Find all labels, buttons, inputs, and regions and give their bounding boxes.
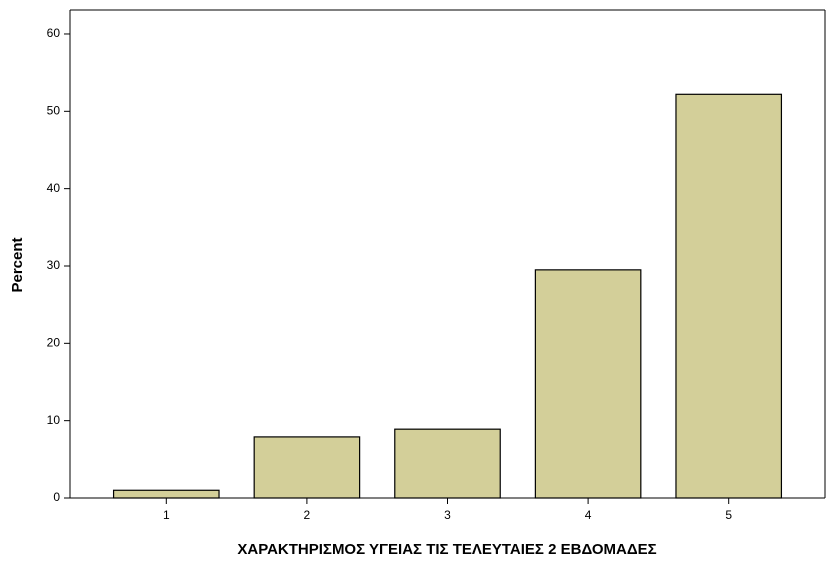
y-tick-label: 20	[47, 335, 61, 349]
y-tick-label: 60	[47, 26, 61, 40]
bar	[253, 436, 361, 499]
y-tick-label: 0	[53, 490, 60, 504]
x-axis-title: ΧΑΡΑΚΤΗΡΙΣΜΟΣ ΥΓΕΙΑΣ ΤΙΣ ΤΕΛΕΥΤΑΙΕΣ 2 ΕΒ…	[237, 541, 656, 558]
bar	[394, 428, 501, 499]
bar	[112, 489, 220, 499]
y-tick-label: 50	[47, 103, 61, 117]
x-tick-label: 1	[163, 508, 170, 522]
y-axis-title: Percent	[9, 237, 26, 292]
x-tick-label: 4	[585, 508, 592, 522]
y-tick-label: 30	[47, 258, 61, 272]
x-tick-label: 2	[304, 508, 311, 522]
bar	[534, 269, 642, 499]
bar	[675, 93, 783, 499]
x-tick-label: 3	[444, 508, 451, 522]
y-tick-label: 40	[47, 181, 61, 195]
y-tick-label: 10	[47, 413, 61, 427]
x-tick-label: 5	[725, 508, 732, 522]
